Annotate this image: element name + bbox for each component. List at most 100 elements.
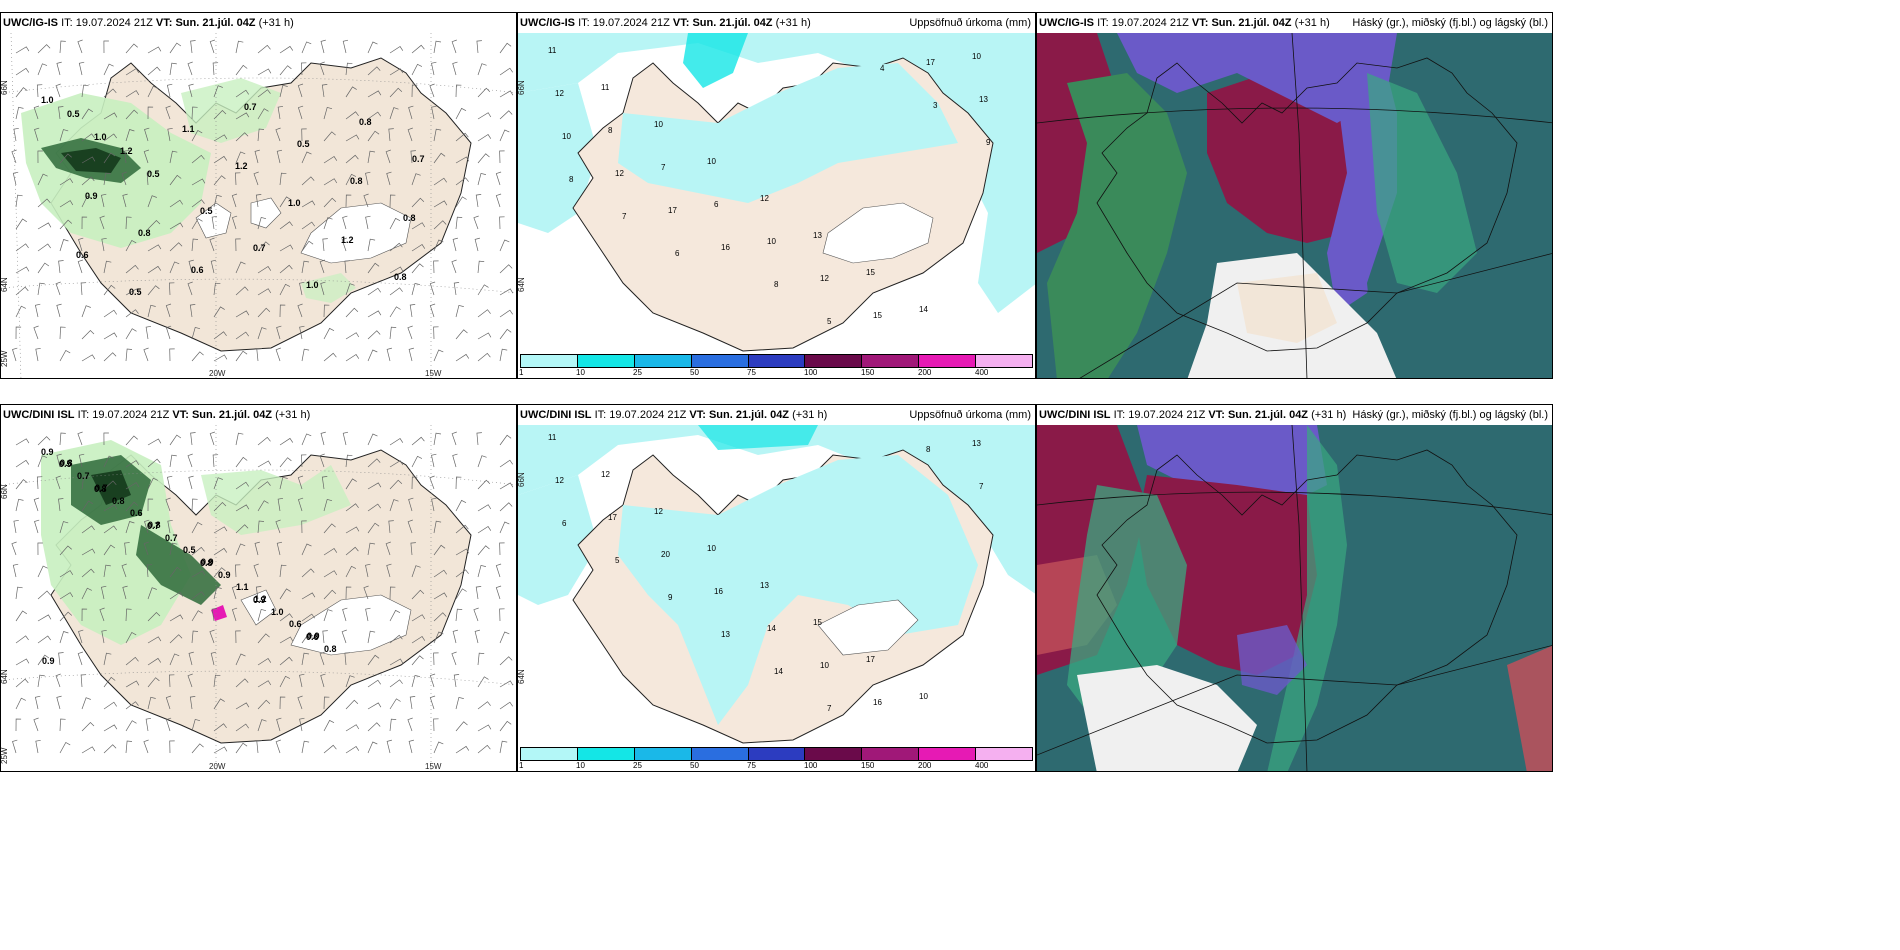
wind-barb	[323, 197, 337, 208]
wind-barb	[257, 108, 269, 120]
value-label: 1.1	[236, 582, 249, 592]
value-label: 16	[873, 698, 882, 707]
wind-barb	[144, 127, 150, 142]
wind-barb	[36, 476, 43, 490]
lon-label-15: 15W	[425, 369, 442, 378]
wind-map[interactable]: 0.9 0.8 0.7 0.8 0.9 0.6 0.5 0.8 0.7 0.9 1.0 0.8 0.7 0…	[1, 425, 516, 771]
value-label: 10	[820, 661, 829, 670]
wind-barb	[125, 328, 137, 340]
wind-barb	[13, 519, 19, 534]
lat-label-64: 64N	[518, 669, 526, 684]
wind-barb	[345, 307, 359, 318]
wind-barb	[37, 542, 43, 556]
wind-barb	[213, 134, 228, 142]
wind-barb	[37, 44, 51, 54]
wind-barb	[301, 632, 314, 644]
wind-barb	[477, 172, 486, 186]
wind-barb	[389, 266, 404, 274]
wind-barb	[37, 173, 48, 186]
wind-barb	[297, 303, 303, 318]
wind-barb	[213, 85, 223, 98]
wind-barb	[475, 194, 482, 208]
wind-barb	[165, 497, 171, 512]
wind-barb	[169, 222, 184, 230]
wind-map[interactable]: 1.0 1.0 0.5 0.5 0.7 1.0 0.8 0.7 0.9 0.8 0.6 0.7 0.5 0…	[1, 32, 516, 378]
wind-barb	[433, 128, 442, 142]
wind-barb	[34, 519, 40, 534]
value-label: 12	[555, 89, 564, 98]
wind-barb	[125, 348, 133, 362]
wind-barb	[37, 63, 48, 76]
wind-barb	[15, 218, 27, 230]
wind-barb	[235, 286, 249, 296]
wind-barb	[323, 570, 338, 578]
wind-barb	[389, 46, 404, 54]
wind-barb	[301, 740, 310, 754]
wind-barb	[411, 636, 426, 644]
wind-barb	[367, 90, 382, 98]
wind-barb	[367, 310, 382, 318]
value-label: 15	[873, 311, 882, 320]
wind-barb	[15, 586, 23, 600]
wind-barb	[143, 347, 149, 362]
wind-barb	[345, 354, 360, 362]
wind-barb	[191, 154, 205, 164]
value-label: 1.2	[235, 161, 248, 171]
wind-barb	[455, 156, 470, 164]
cloud-map[interactable]	[1037, 424, 1552, 771]
wind-barb	[410, 150, 416, 164]
cloud-map[interactable]	[1037, 32, 1552, 378]
wind-barb	[81, 587, 92, 600]
legend-swatch	[691, 748, 749, 760]
wind-barb	[213, 502, 227, 512]
wind-barb	[15, 67, 30, 76]
wind-barb	[103, 701, 117, 710]
wind-barb	[165, 303, 172, 318]
wind-barb	[165, 695, 172, 710]
wind-barb	[145, 717, 152, 732]
value-label: 8	[926, 445, 931, 454]
wind-barb	[499, 656, 513, 666]
wind-barb	[367, 287, 381, 296]
wind-barb	[301, 151, 312, 164]
wind-barb	[495, 171, 502, 186]
wind-barb	[100, 585, 107, 600]
wind-barb	[169, 674, 175, 688]
wind-barb	[367, 679, 381, 688]
wind-barb	[257, 658, 272, 666]
wind-barb	[33, 717, 39, 732]
wind-barb	[15, 46, 30, 54]
wind-barb	[165, 325, 172, 340]
wind-barb	[15, 194, 23, 208]
wind-barb	[103, 455, 114, 468]
wind-barb	[167, 127, 173, 142]
wind-barb	[15, 635, 29, 644]
wind-barb	[81, 548, 96, 556]
wind-barb	[321, 476, 328, 490]
wind-barb	[99, 607, 105, 622]
wind-barb	[143, 149, 150, 164]
wind-barb	[411, 222, 426, 230]
wind-barb	[323, 304, 330, 318]
wind-barb	[81, 305, 91, 318]
wind-barb	[367, 66, 381, 76]
wind-barb	[33, 325, 39, 340]
wind-barb	[299, 673, 305, 688]
precip-map[interactable]: 11 12 12 10 13 15 17 10 13 12 17 20 16 14 10 16 8 7 6 5 9 13 1…	[518, 425, 1035, 747]
value-label: 10	[707, 157, 716, 166]
lon-label-15: 15W	[425, 762, 442, 771]
wind-barb	[301, 652, 310, 666]
wind-barb	[169, 42, 182, 54]
value-label: 14	[919, 305, 928, 314]
wind-barb	[147, 85, 158, 98]
wind-barb	[499, 740, 508, 754]
wind-barb	[276, 325, 282, 340]
value-label: 7	[622, 212, 627, 221]
wind-barb	[499, 239, 510, 252]
wind-barb	[389, 87, 403, 98]
precip-map[interactable]: 11 11 10 10 12 13 15 14 10 12 8 7 6 10 12 15 17 13 10 12 17 1…	[518, 33, 1035, 354]
value-label: 1.2	[254, 594, 267, 604]
wind-barb	[367, 630, 376, 644]
value-label: 13	[813, 231, 822, 240]
value-label: 7	[661, 163, 666, 172]
